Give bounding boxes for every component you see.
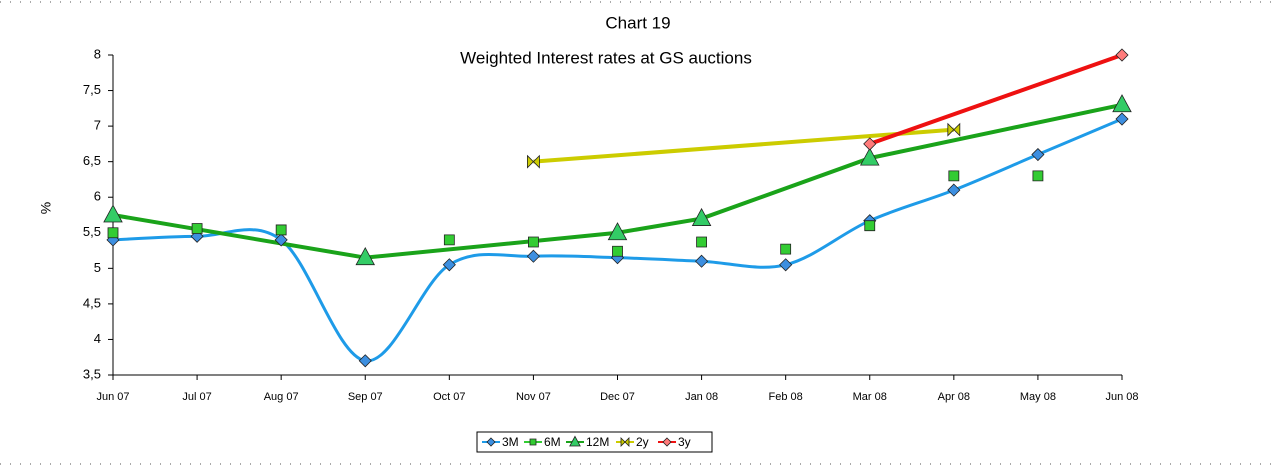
- marker: [442, 258, 456, 272]
- x-tick-label: Apr 08: [938, 391, 970, 403]
- x-tick-label: Jun 08: [1105, 391, 1138, 403]
- x-tick-label: Aug 07: [264, 391, 299, 403]
- x-tick-label: Jan 08: [685, 391, 718, 403]
- marker: [780, 243, 792, 255]
- series-line: [869, 53, 1123, 146]
- y-tick-label: 4,5: [83, 295, 101, 310]
- y-tick-label: 8: [94, 46, 101, 61]
- marker: [696, 236, 707, 248]
- marker: [358, 354, 372, 368]
- marker: [863, 137, 877, 151]
- x-tick-label: Jun 07: [96, 391, 129, 403]
- marker: [612, 245, 623, 257]
- marker: [191, 223, 203, 234]
- marker: [1115, 112, 1129, 126]
- marker: [662, 437, 672, 447]
- marker: [695, 254, 709, 268]
- legend-label: 6M: [544, 435, 561, 449]
- marker: [526, 249, 540, 263]
- y-axis-label: %: [38, 202, 54, 214]
- marker: [527, 154, 540, 169]
- marker: [529, 438, 537, 446]
- marker: [947, 122, 961, 137]
- marker: [528, 236, 539, 248]
- x-tick-label: Nov 07: [516, 391, 551, 403]
- marker: [947, 183, 961, 197]
- y-tick-label: 6: [94, 189, 101, 204]
- y-tick-label: 7,5: [83, 82, 101, 97]
- marker: [355, 247, 376, 266]
- marker: [569, 435, 581, 447]
- legend-label: 2y: [636, 435, 649, 449]
- marker: [1032, 170, 1044, 182]
- legend-label: 12M: [586, 435, 609, 449]
- marker: [274, 233, 288, 247]
- y-tick-label: 3,5: [83, 366, 101, 381]
- x-tick-label: Sep 07: [348, 391, 383, 403]
- marker: [691, 207, 712, 226]
- series-line: [112, 102, 1123, 260]
- marker: [103, 204, 123, 223]
- legend-label: 3M: [502, 435, 519, 449]
- marker: [864, 220, 876, 232]
- y-tick-label: 5,5: [83, 224, 101, 239]
- y-tick-label: 7: [94, 118, 101, 133]
- marker: [486, 437, 496, 447]
- series-line: [533, 127, 954, 164]
- chart-subtitle: Weighted Interest rates at GS auctions: [460, 48, 752, 67]
- chart-title: Chart 19: [605, 13, 670, 32]
- legend: [476, 431, 713, 453]
- y-tick-label: 6,5: [83, 153, 101, 168]
- marker: [1031, 147, 1045, 162]
- y-tick-label: 4: [94, 331, 101, 346]
- x-tick-label: Oct 07: [433, 391, 465, 403]
- marker: [607, 222, 628, 241]
- marker: [1112, 94, 1132, 113]
- marker: [620, 437, 630, 447]
- x-tick-label: Dec 07: [600, 391, 635, 403]
- x-tick-label: May 08: [1020, 391, 1056, 403]
- y-tick-label: 5: [94, 260, 101, 275]
- marker: [107, 227, 119, 239]
- marker: [859, 147, 880, 166]
- x-tick-label: Jul 07: [182, 391, 211, 403]
- legend-label: 3y: [678, 435, 691, 449]
- marker: [275, 224, 287, 236]
- x-tick-label: Feb 08: [769, 391, 803, 403]
- x-tick-label: Mar 08: [853, 391, 887, 403]
- marker: [948, 170, 960, 182]
- marker: [779, 258, 793, 272]
- marker: [1115, 48, 1129, 62]
- marker: [443, 234, 455, 246]
